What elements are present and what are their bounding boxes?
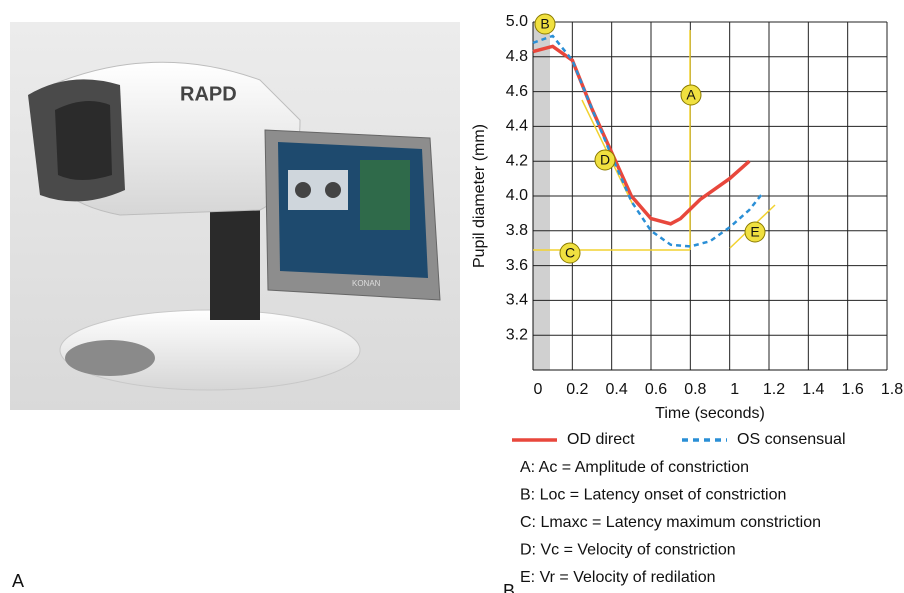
definition: D: Vc = Velocity of constriction bbox=[520, 542, 736, 559]
x-tick-label: 1 bbox=[730, 381, 739, 398]
panel-label: A bbox=[12, 571, 24, 591]
brand-label: RAPD bbox=[180, 83, 237, 105]
x-tick-label: 0.2 bbox=[566, 381, 588, 398]
definition: A: Ac = Amplitude of constriction bbox=[520, 459, 749, 476]
y-tick-label: 5.0 bbox=[506, 13, 528, 30]
x-tick-label: 1.2 bbox=[763, 381, 785, 398]
definition: E: Vr = Velocity of redilation bbox=[520, 569, 716, 586]
legend-label: OD direct bbox=[567, 431, 635, 448]
x-tick-label: 1.6 bbox=[842, 381, 864, 398]
x-tick-label: 0.6 bbox=[645, 381, 667, 398]
legend-label: OS consensual bbox=[737, 431, 846, 448]
x-tick-label: 0.8 bbox=[684, 381, 706, 398]
annotation-label: E bbox=[750, 224, 759, 240]
y-tick-label: 4.6 bbox=[506, 83, 528, 100]
y-tick-label: 3.6 bbox=[506, 257, 528, 274]
y-tick-label: 4.0 bbox=[506, 187, 528, 204]
y-tick-label: 4.2 bbox=[506, 152, 528, 169]
y-tick-label: 3.4 bbox=[506, 292, 528, 309]
annotation-label: A bbox=[686, 87, 696, 103]
figure: RAPD KONAN A B Time (seconds) Pupil diam… bbox=[0, 0, 904, 593]
y-tick-label: 4.4 bbox=[506, 118, 528, 135]
x-tick-label: 0.4 bbox=[606, 381, 628, 398]
y-tick-label: 4.8 bbox=[506, 48, 528, 65]
annotation-label: C bbox=[565, 245, 575, 261]
maker-label: KONAN bbox=[352, 279, 381, 288]
annotation-label: D bbox=[600, 152, 610, 168]
annotation-label: B bbox=[540, 16, 549, 32]
y-axis-label: Pupil diameter (mm) bbox=[471, 124, 488, 268]
x-tick-label: 1.8 bbox=[881, 381, 903, 398]
panel-label: B bbox=[503, 581, 515, 593]
x-tick-label: 0 bbox=[534, 381, 543, 398]
series-line bbox=[533, 46, 749, 223]
y-tick-label: 3.2 bbox=[506, 326, 528, 343]
y-tick-label: 3.8 bbox=[506, 222, 528, 239]
x-axis-label: Time (seconds) bbox=[655, 405, 765, 422]
definition: C: Lmaxc = Latency maximum constriction bbox=[520, 514, 821, 531]
x-tick-label: 1.4 bbox=[802, 381, 824, 398]
device-photo: RAPD KONAN bbox=[10, 22, 460, 410]
definition: B: Loc = Latency onset of constriction bbox=[520, 487, 786, 504]
